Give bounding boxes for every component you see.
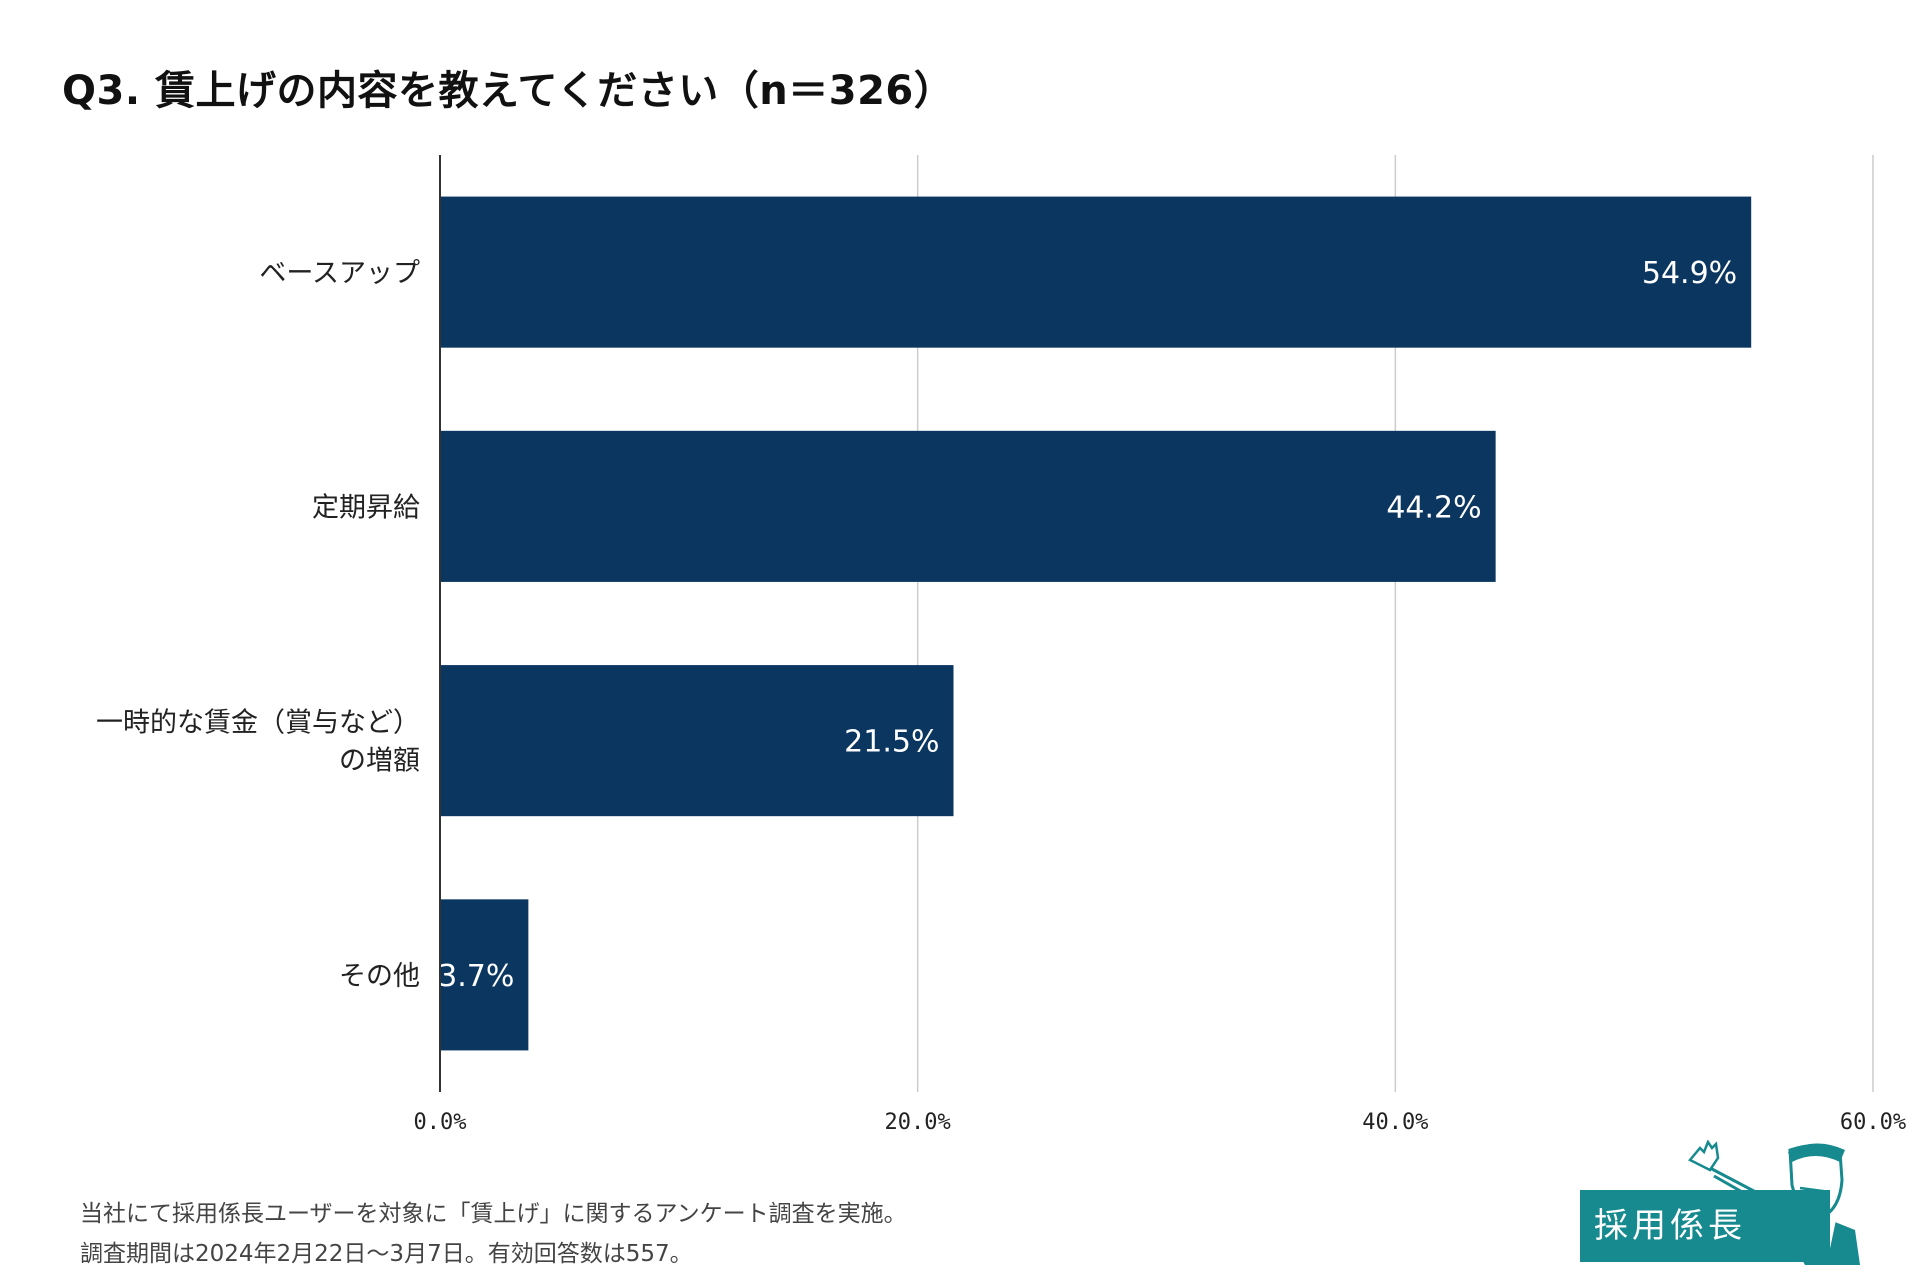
bar-value-label-1: 44.2% [1386, 490, 1481, 525]
x-tick-label-2: 40.0% [1362, 1110, 1428, 1135]
bar-2 [440, 665, 954, 817]
x-tick-label-3: 60.0% [1840, 1110, 1906, 1135]
category-label-1: 定期昇給 [312, 492, 420, 523]
brand-logo: 採用係長 [1580, 1140, 1860, 1265]
x-tick-label-0: 0.0% [414, 1110, 467, 1135]
category-label-2-line-0: 一時的な賃金（賞与など） [96, 708, 420, 739]
bar-chart: 54.9% ベースアップ 44.2% 定期昇給 21.5% 一時的な賃金（賞与など） の増額… [96, 155, 1906, 1135]
bar-3 [440, 899, 529, 1051]
logo-wordmark: 採用係長 [1580, 1190, 1830, 1262]
chart-title: Q3. 賃上げの内容を教えてください（n＝326） [62, 68, 955, 114]
bar-value-label-0: 54.9% [1642, 256, 1737, 291]
footnote-survey-period: 調査期間は2024年2月22日〜3月7日。有効回答数は557。 [80, 1241, 693, 1267]
category-label-2-line-1: の増額 [339, 746, 420, 777]
bar-0 [440, 196, 1752, 348]
x-tick-label-1: 20.0% [885, 1110, 951, 1135]
category-label-3: その他 [339, 961, 420, 992]
category-label-0: ベースアップ [259, 258, 420, 289]
bar-1 [440, 430, 1496, 582]
bar-value-label-2: 21.5% [844, 725, 939, 760]
footnote-survey-description: 当社にて採用係長ユーザーを対象に「賃上げ」に関するアンケート調査を実施。 [80, 1201, 907, 1227]
bar-value-label-3: 3.7% [438, 959, 514, 994]
